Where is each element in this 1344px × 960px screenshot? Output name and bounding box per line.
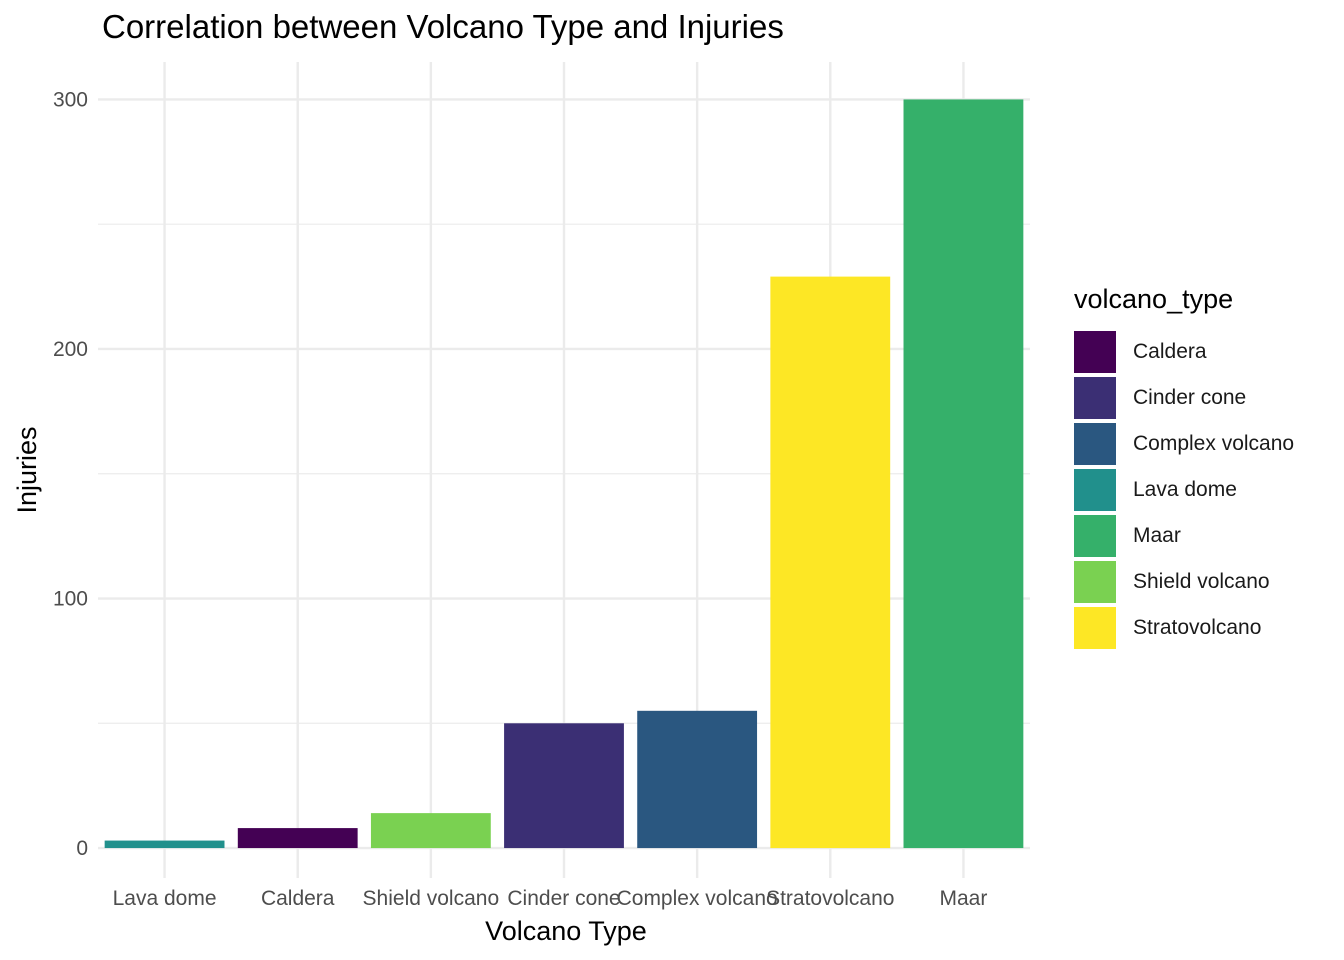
legend-label: Shield volcano	[1133, 570, 1270, 593]
bar	[637, 710, 758, 849]
legend-swatch	[1074, 607, 1116, 649]
legend: volcano_type Caldera Cinder cone Complex v…	[1074, 284, 1294, 651]
legend-label: Cinder cone	[1133, 386, 1247, 409]
legend-item: Stratovolcano	[1074, 605, 1294, 651]
x-tick-label: Caldera	[261, 887, 335, 910]
legend-title: volcano_type	[1074, 284, 1234, 314]
bar	[504, 723, 624, 849]
legend-label: Stratovolcano	[1133, 616, 1262, 639]
legend-label: Caldera	[1133, 340, 1207, 363]
legend-swatch	[1074, 423, 1116, 465]
x-tick-labels: Lava dome Caldera Shield volcano Cinder con…	[113, 887, 988, 910]
legend-label: Complex volcano	[1133, 432, 1295, 455]
legend-items: Caldera Cinder cone Complex volcano Lava do…	[1074, 329, 1294, 651]
y-tick-label: 300	[53, 88, 88, 111]
legend-swatch	[1074, 331, 1116, 373]
x-tick-label: Complex volcano	[617, 887, 778, 910]
y-tick-label: 0	[76, 837, 88, 860]
legend-item: Shield volcano	[1074, 559, 1294, 605]
y-tick-label: 200	[53, 338, 88, 361]
bar	[104, 840, 225, 849]
legend-item: Complex volcano	[1074, 421, 1294, 467]
y-tick-labels: 0 100 200 300	[53, 88, 88, 860]
legend-swatch	[1074, 469, 1116, 511]
bar	[770, 276, 891, 849]
legend-swatch	[1074, 377, 1116, 419]
y-axis-label: Injuries	[12, 426, 42, 513]
legend-label: Lava dome	[1133, 478, 1237, 501]
y-tick-label: 100	[53, 588, 88, 611]
legend-swatch	[1074, 515, 1116, 557]
x-tick-label: Lava dome	[113, 887, 217, 910]
bar	[370, 813, 491, 849]
legend-item: Maar	[1074, 513, 1294, 559]
chart-title: Correlation between Volcano Type and Inj…	[102, 8, 784, 45]
legend-item: Lava dome	[1074, 467, 1294, 513]
x-tick-label: Maar	[939, 887, 987, 910]
x-tick-label: Stratovolcano	[766, 887, 894, 910]
legend-swatch	[1074, 561, 1116, 603]
legend-item: Caldera	[1074, 329, 1294, 375]
bar	[903, 99, 1024, 849]
bars	[104, 99, 1024, 849]
x-tick-label: Shield volcano	[363, 887, 500, 910]
legend-item: Cinder cone	[1074, 375, 1294, 421]
x-tick-label: Cinder cone	[507, 887, 620, 910]
bar	[237, 828, 358, 849]
x-axis-label: Volcano Type	[485, 916, 647, 946]
legend-label: Maar	[1133, 524, 1181, 547]
